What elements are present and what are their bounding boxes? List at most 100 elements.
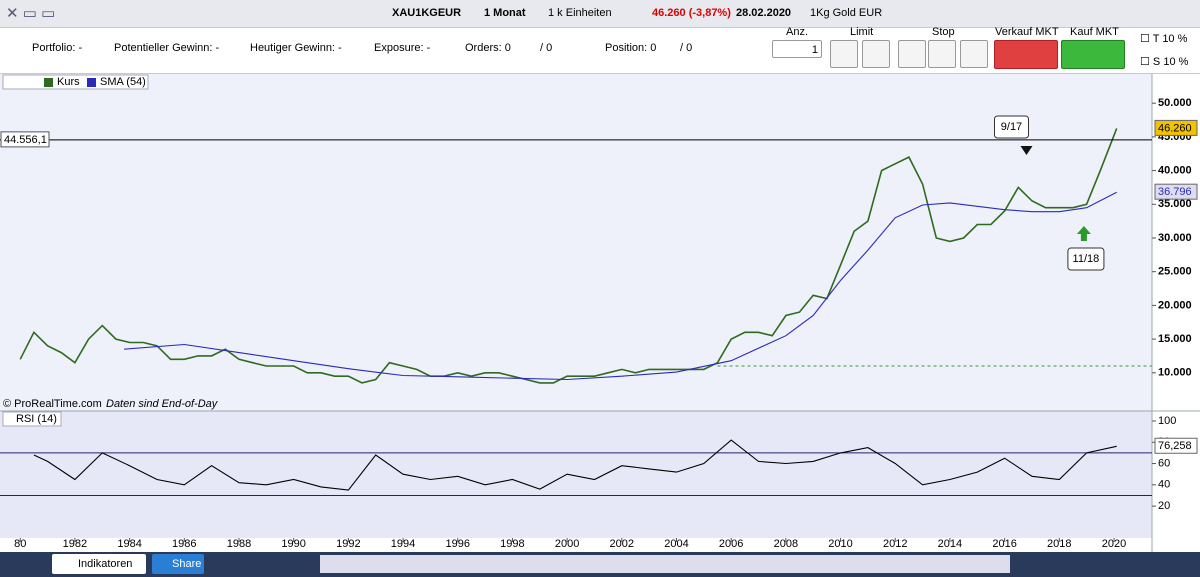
sell-label: Verkauf MKT xyxy=(995,26,1059,38)
y-tick-label: 15.000 xyxy=(1158,333,1192,345)
x-tick-label: 2014 xyxy=(938,538,962,550)
x-tick-label: 2000 xyxy=(555,538,579,550)
portfolio: Portfolio: - xyxy=(32,42,83,54)
x-tick-label: 2018 xyxy=(1047,538,1071,550)
legend-rsi: RSI (14) xyxy=(16,413,57,425)
stop-3[interactable] xyxy=(960,40,988,68)
hline-label-box xyxy=(0,131,50,148)
sell-button[interactable] xyxy=(994,40,1058,69)
limit-label: Limit xyxy=(850,26,874,38)
t-check[interactable]: ☐ T 10 % xyxy=(1140,33,1188,45)
chart-area: Kurs SMA (54) © ProRealTime.com Daten si… xyxy=(0,74,1200,552)
stop-label: Stop xyxy=(932,26,955,38)
rsi-legend-box xyxy=(2,411,62,427)
y-tick-label: 25.000 xyxy=(1158,266,1192,278)
stop-1[interactable] xyxy=(898,40,926,68)
indicators-label: Indikatoren xyxy=(78,558,133,570)
qty-input[interactable]: 1 xyxy=(772,40,822,58)
t-unit: % xyxy=(1177,33,1188,45)
annotation-label: 11/18 xyxy=(1073,253,1100,265)
order-bar: Portfolio: - Potentieller Gewinn: - Heut… xyxy=(0,26,1200,74)
x-tick-label: 1996 xyxy=(445,538,469,550)
x-tick-label: 2008 xyxy=(774,538,798,550)
position: Position: 0 xyxy=(605,42,657,54)
x-tick-label: 2012 xyxy=(883,538,907,550)
date: 28.02.2020 xyxy=(736,7,792,19)
y-tick-label: 100 xyxy=(1158,415,1176,427)
x-tick-label: 1998 xyxy=(500,538,524,550)
x-tick-label: 2006 xyxy=(719,538,743,550)
legend-swatch xyxy=(87,78,96,87)
limit-sell[interactable] xyxy=(862,40,890,68)
sma-label-box xyxy=(1154,183,1198,200)
share-button[interactable]: Share xyxy=(152,554,204,574)
y-tick-label: 10.000 xyxy=(1158,367,1192,379)
buy-label: Kauf MKT xyxy=(1070,26,1119,38)
rsi-panel-bg xyxy=(0,411,1152,538)
s-unit: % xyxy=(1178,56,1189,68)
units[interactable]: 1 k Einheiten xyxy=(548,7,612,19)
legend-swatch xyxy=(44,78,53,87)
y-tick-label: 20.000 xyxy=(1158,299,1192,311)
stop-2[interactable] xyxy=(928,40,956,68)
x-tick-label: 1992 xyxy=(336,538,360,550)
sma-label: 36.796 xyxy=(1158,186,1192,198)
s-check[interactable]: ☐ S 10 % xyxy=(1140,56,1189,68)
main-panel-bg xyxy=(0,74,1152,411)
note: Daten sind End-of-Day xyxy=(106,398,219,410)
buy-button[interactable] xyxy=(1061,40,1125,69)
series-line xyxy=(19,128,1118,384)
orders: Orders: 0 xyxy=(465,42,511,54)
x-tick-label: 2004 xyxy=(664,538,688,550)
marker-triangle xyxy=(1020,146,1033,155)
x-tick-label: 1990 xyxy=(281,538,305,550)
annotation-box xyxy=(1067,247,1105,271)
x-tick-label: 80 xyxy=(14,538,26,550)
exposure: Exposure: - xyxy=(374,42,431,54)
quote: 46.260 (-3,87%) xyxy=(652,7,731,19)
annotation-label: 9/17 xyxy=(1001,121,1022,133)
x-tick-label: 1988 xyxy=(227,538,251,550)
hline-label: 44.556,1 xyxy=(4,134,47,146)
y-tick-label: 35.000 xyxy=(1158,198,1192,210)
legend-kurs: Kurs xyxy=(57,76,80,88)
share-label: Share xyxy=(172,558,202,570)
limit-buy[interactable] xyxy=(830,40,858,68)
source: © ProRealTime.com xyxy=(3,398,102,410)
x-tick-label: 2020 xyxy=(1102,538,1126,550)
series-line xyxy=(33,439,1117,491)
position-total: / 0 xyxy=(680,42,693,54)
s-label: S xyxy=(1152,56,1161,68)
symbol[interactable]: XAU1KGEUR xyxy=(392,7,462,19)
x-tick-label: 2002 xyxy=(610,538,634,550)
y-tick-label: 20 xyxy=(1158,500,1170,512)
scrollbar[interactable] xyxy=(320,555,1010,573)
x-tick-label: 2016 xyxy=(992,538,1016,550)
y-tick-label: 30.000 xyxy=(1158,232,1192,244)
x-tick-label: 1982 xyxy=(63,538,87,550)
y-tick-label: 40.000 xyxy=(1158,164,1192,176)
y-tick-label: 60 xyxy=(1158,457,1170,469)
t-label: T xyxy=(1152,33,1160,45)
last-label: 76,258 xyxy=(1158,440,1192,452)
t-pct[interactable]: 10 xyxy=(1162,33,1175,45)
price-label: 46.260 xyxy=(1158,122,1192,134)
potential-gain: Potentieller Gewinn: - xyxy=(114,42,220,54)
x-tick-label: 2010 xyxy=(828,538,852,550)
indicators-button[interactable]: Indikatoren xyxy=(52,554,146,574)
instrument-name: 1Kg Gold EUR xyxy=(810,7,883,19)
x-tick-label: 1984 xyxy=(117,538,141,550)
last-label-box xyxy=(1154,437,1198,454)
top-toolbar: ✕ ▭ ▭ XAU1KGEUR 1 Monat 1 k Einheiten 46… xyxy=(0,0,1200,28)
price-label-box xyxy=(1154,119,1198,136)
x-tick-label: 1994 xyxy=(391,538,415,550)
close-icon[interactable]: ✕ ▭ ▭ xyxy=(6,5,56,22)
today-gain: Heutiger Gewinn: - xyxy=(250,42,342,54)
y-tick-label: 40 xyxy=(1158,479,1170,491)
legend-box xyxy=(2,74,149,90)
s-pct[interactable]: 10 xyxy=(1163,56,1176,68)
bottom-toolbar: Indikatoren Share xyxy=(0,552,1200,577)
legend-sma: SMA (54) xyxy=(100,76,146,88)
period[interactable]: 1 Monat xyxy=(484,7,526,19)
